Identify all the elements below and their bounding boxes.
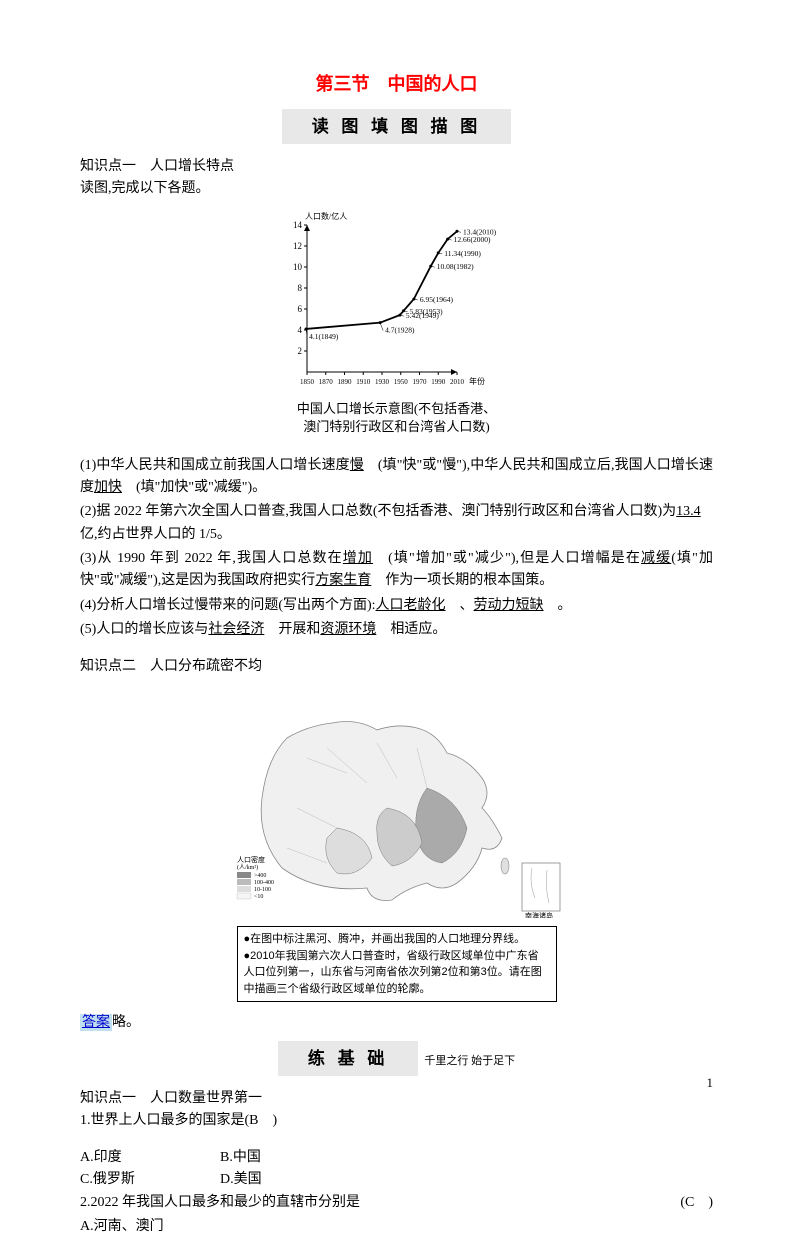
svg-text:<10: <10 [254,894,263,900]
answer-line: 答案略。 [80,1012,713,1034]
svg-text:12.66(2000): 12.66(2000) [453,235,490,244]
svg-text:14: 14 [293,220,303,230]
svg-text:1850: 1850 [300,378,315,386]
svg-text:南海诸岛: 南海诸岛 [525,911,553,918]
svg-text:1950: 1950 [393,378,408,386]
svg-text:6: 6 [297,304,302,314]
mcq1-opts-row1: A.印度 B.中国 [80,1147,713,1169]
banner-practice-text: 练 基 础 [278,1041,418,1076]
svg-text:1970: 1970 [412,378,427,386]
china-map-svg: 人口密度 (人/km²) >400 100-400 10-100 <10 南海诸… [227,688,567,918]
mcq1-optB: B.中国 [220,1147,360,1169]
svg-text:100-400: 100-400 [254,880,274,886]
svg-text:>400: >400 [254,873,266,879]
mcq2-optA: A.河南、澳门 [80,1216,713,1238]
svg-text:人口密度: 人口密度 [237,855,265,864]
mcq1-opts-row2: C.俄罗斯 D.美国 [80,1169,713,1191]
banner-practice-sub: 千里之行 始于足下 [424,1053,515,1071]
china-map: 人口密度 (人/km²) >400 100-400 10-100 <10 南海诸… [80,688,713,1002]
svg-text:4.7(1928): 4.7(1928) [385,325,415,334]
population-chart-svg: 2468101214185018701890191019301950197019… [272,207,522,392]
map-instr-1: ●在图中标注黑河、腾冲，并画出我国的人口地理分界线。 [244,931,550,948]
svg-text:1870: 1870 [318,378,333,386]
q3: (3)从 1990 年到 2022 年,我国人口总数在增加 (填"增加"或"减少… [80,548,713,593]
banner-reading-text: 读 图 填 图 描 图 [282,109,512,144]
answer-text: 略。 [112,1015,140,1030]
population-chart: 2468101214185018701890191019301950197019… [80,207,713,437]
svg-text:4: 4 [297,325,302,335]
kp2-heading: 知识点二 人口分布疏密不均 [80,656,713,678]
svg-text:2010: 2010 [450,378,465,386]
svg-text:10: 10 [293,262,303,272]
svg-text:10.08(1982): 10.08(1982) [436,262,473,271]
q4: (4)分析人口增长过慢带来的问题(写出两个方面):人口老龄化 、劳动力短缺 。 [80,595,713,617]
mcq1-optC: C.俄罗斯 [80,1169,220,1191]
answer-tag: 答案 [80,1014,112,1031]
kp3-heading: 知识点一 人口数量世界第一 [80,1088,713,1110]
svg-text:年份: 年份 [469,376,485,386]
page-number: 1 [707,1073,714,1094]
map-instr-2: ●2010年我国第六次人口普查时，省级行政区域单位中广东省人口位列第一，山东省与… [244,948,550,998]
q1: (1)中华人民共和国成立前我国人口增长速度慢 (填"快"或"慢"),中华人民共和… [80,455,713,500]
svg-text:1890: 1890 [337,378,352,386]
svg-text:(人/km²): (人/km²) [237,864,258,871]
chart-caption-2: 澳门特别行政区和台湾省人口数) [80,418,713,436]
svg-text:13.4(2010): 13.4(2010) [463,227,497,236]
svg-text:12: 12 [293,241,302,251]
svg-text:6.95(1964): 6.95(1964) [419,295,453,304]
svg-text:4.1(1849): 4.1(1849) [309,332,339,341]
svg-text:人口数/亿人: 人口数/亿人 [305,211,347,221]
svg-text:2: 2 [297,346,302,356]
svg-text:1910: 1910 [356,378,371,386]
kp1-instruction: 读图,完成以下各题。 [80,178,713,200]
map-instructions: ●在图中标注黑河、腾冲，并画出我国的人口地理分界线。 ●2010年我国第六次人口… [237,926,557,1002]
banner-practice: 练 基 础千里之行 始于足下 [80,1041,713,1076]
chart-caption-1: 中国人口增长示意图(不包括香港、 [80,400,713,418]
svg-text:11.34(1990): 11.34(1990) [444,249,481,258]
fill-questions: (1)中华人民共和国成立前我国人口增长速度慢 (填"快"或"慢"),中华人民共和… [80,455,713,642]
mcq2-stem: 2.2022 年我国人口最多和最少的直辖市分别是 (C ) [80,1192,713,1214]
svg-text:8: 8 [297,283,302,293]
svg-text:1930: 1930 [375,378,390,386]
svg-text:1990: 1990 [431,378,446,386]
mcq1-optA: A.印度 [80,1147,220,1169]
mcq1-optD: D.美国 [220,1169,360,1191]
svg-text:10-100: 10-100 [254,887,271,893]
q2: (2)据 2022 年第六次全国人口普查,我国人口总数(不包括香港、澳门特别行政… [80,501,713,546]
banner-reading: 读 图 填 图 描 图 [80,109,713,144]
q5: (5)人口的增长应该与社会经济 开展和资源环境 相适应。 [80,619,713,641]
svg-text:5.83(1953): 5.83(1953) [409,307,443,316]
kp1-heading: 知识点一 人口增长特点 [80,156,713,178]
main-title: 第三节 中国的人口 [80,70,713,99]
